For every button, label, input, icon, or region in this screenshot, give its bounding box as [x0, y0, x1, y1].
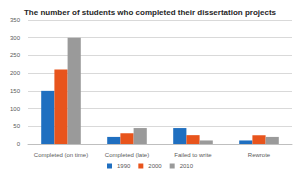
svg-text:2000: 2000 [148, 163, 162, 169]
svg-text:0: 0 [17, 141, 21, 147]
svg-text:2010: 2010 [180, 163, 194, 169]
svg-text:350: 350 [10, 17, 21, 23]
svg-text:The number of students who com: The number of students who completed the… [24, 8, 277, 17]
svg-text:300: 300 [10, 35, 21, 41]
svg-text:Rewrote: Rewrote [248, 152, 271, 158]
svg-text:250: 250 [10, 52, 21, 58]
svg-text:50: 50 [13, 123, 20, 129]
svg-text:200: 200 [10, 70, 21, 76]
svg-text:Failed to write: Failed to write [174, 152, 212, 158]
svg-text:150: 150 [10, 88, 21, 94]
svg-text:100: 100 [10, 106, 21, 112]
svg-text:Completed (on time): Completed (on time) [34, 152, 88, 158]
svg-text:Completed (late): Completed (late) [105, 152, 149, 158]
svg-text:1990: 1990 [117, 163, 131, 169]
